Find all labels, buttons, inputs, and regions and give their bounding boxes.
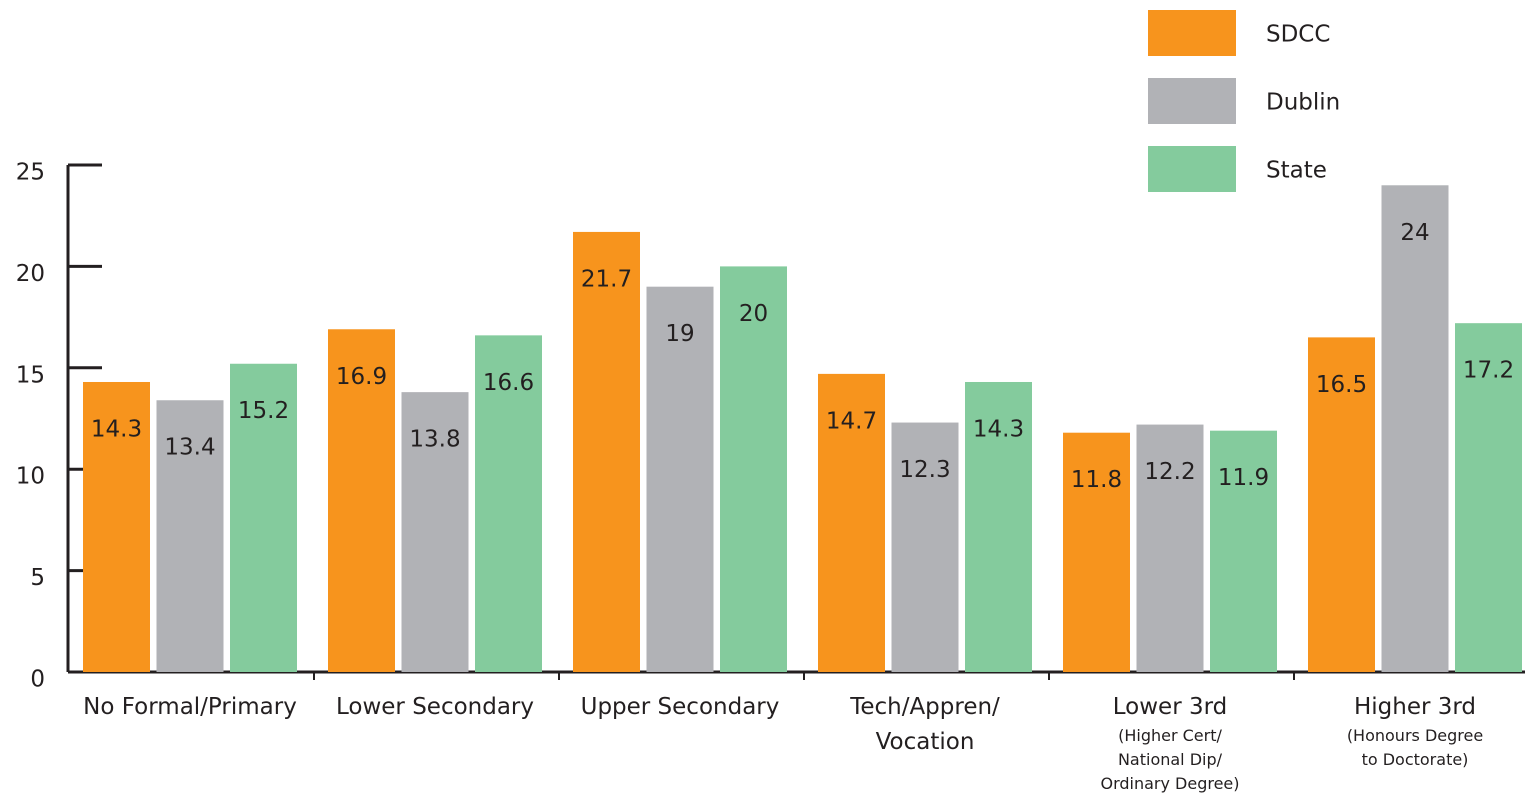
x-tick-label: Upper Secondary [581, 694, 780, 720]
value-label: 21.7 [581, 266, 632, 292]
value-label: 14.7 [826, 408, 877, 434]
bar [891, 422, 959, 672]
bar [965, 381, 1032, 672]
value-label: 16.5 [1316, 372, 1367, 398]
bar [720, 266, 787, 672]
legend-swatch [1148, 10, 1236, 56]
bar [573, 231, 640, 672]
bar [1381, 185, 1449, 672]
value-label: 11.8 [1071, 467, 1122, 493]
value-label: 24 [1400, 220, 1429, 246]
x-tick-label: Tech/Appren/Vocation [849, 694, 1000, 755]
value-label: 14.3 [91, 416, 142, 442]
bar [1063, 432, 1130, 672]
value-label: 14.3 [973, 416, 1024, 442]
bar [1210, 430, 1277, 672]
bar [646, 286, 714, 672]
value-label: 16.6 [483, 370, 534, 396]
legend-swatch [1148, 146, 1236, 192]
y-tick-label: 0 [30, 667, 45, 693]
value-label: 20 [739, 301, 768, 327]
value-label: 15.2 [238, 398, 289, 424]
y-tick-label: 10 [16, 464, 45, 490]
legend-label: State [1266, 158, 1327, 184]
bar [156, 400, 224, 672]
y-tick-label: 5 [30, 565, 45, 591]
legend-label: SDCC [1266, 22, 1330, 48]
value-label: 13.8 [409, 427, 460, 453]
bar [475, 335, 542, 672]
bar [83, 381, 150, 672]
value-label: 19 [665, 321, 694, 347]
x-tick-label: Lower Secondary [336, 694, 534, 720]
x-tick-label: No Formal/Primary [83, 694, 297, 720]
bar [1136, 424, 1204, 672]
bar [1455, 323, 1522, 672]
x-tick-label: Higher 3rd [1354, 694, 1476, 720]
value-label: 17.2 [1463, 358, 1514, 384]
x-tick-note: (Higher Cert/National Dip/Ordinary Degre… [1100, 726, 1239, 793]
value-label: 12.2 [1144, 459, 1195, 485]
value-label: 11.9 [1218, 465, 1269, 491]
legend-swatch [1148, 78, 1236, 124]
bar [1308, 337, 1375, 672]
legend-label: Dublin [1266, 90, 1340, 116]
bar [401, 392, 469, 672]
value-label: 12.3 [899, 457, 950, 483]
x-tick-note: (Honours Degree to Doctorate) [1347, 726, 1483, 769]
y-tick-label: 20 [16, 261, 45, 287]
value-label: 13.4 [164, 435, 215, 461]
x-tick-label: Lower 3rd [1113, 694, 1228, 720]
bar [230, 363, 297, 672]
bar [818, 373, 885, 672]
y-tick-label: 15 [16, 362, 45, 388]
value-label: 16.9 [336, 364, 387, 390]
y-tick-label: 25 [16, 160, 45, 186]
bar [328, 329, 395, 672]
